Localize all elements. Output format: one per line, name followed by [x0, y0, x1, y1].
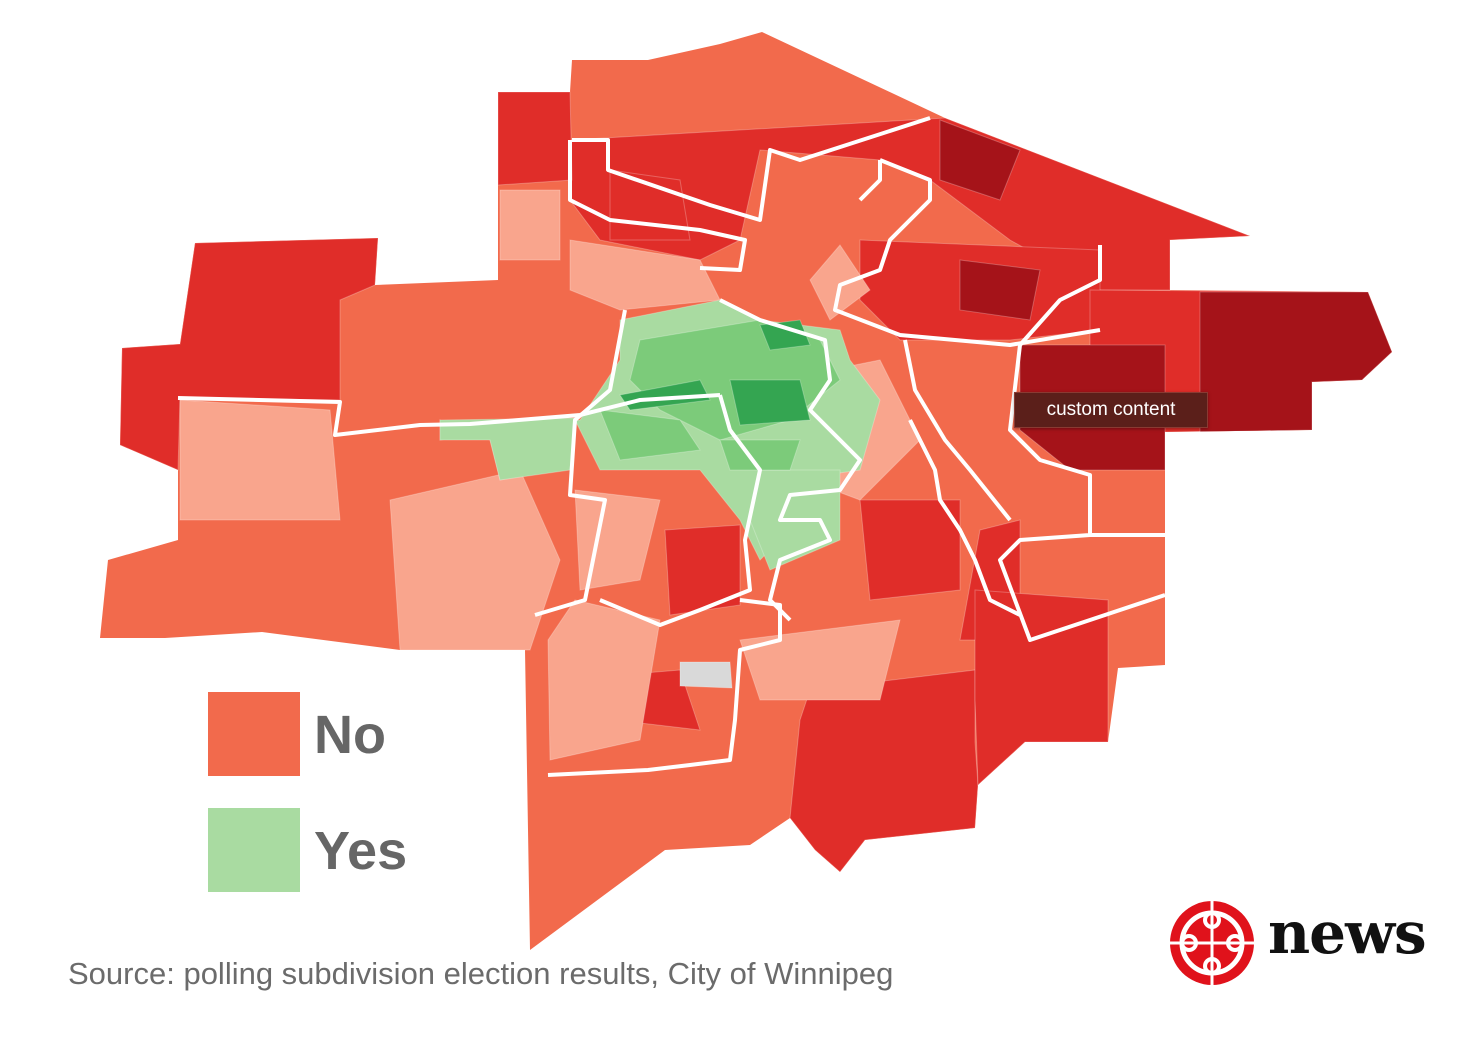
legend-swatch-yes	[208, 808, 300, 892]
polling-district[interactable]	[499, 189, 561, 261]
legend-label-yes: Yes	[314, 821, 408, 881]
polling-district[interactable]	[939, 119, 1021, 201]
ward-boundary	[903, 339, 1012, 522]
ward-boundary	[568, 140, 747, 272]
polling-district[interactable]	[974, 589, 1109, 787]
gem-cross	[1170, 901, 1254, 985]
polling-district[interactable]	[789, 669, 979, 873]
polling-district[interactable]	[729, 379, 811, 426]
polling-district[interactable]	[497, 91, 573, 186]
polling-district[interactable]	[179, 399, 341, 521]
ward-boundary	[998, 245, 1166, 642]
ward-boundary	[177, 393, 721, 437]
polling-district[interactable]	[664, 524, 741, 616]
ward-boundaries	[177, 116, 1166, 777]
polling-district[interactable]	[547, 599, 661, 761]
cbc-gem-icon	[1170, 901, 1254, 985]
legend-swatch-no	[208, 692, 300, 776]
polling-district[interactable]	[1199, 291, 1392, 433]
source-note: Source: polling subdivision election res…	[68, 956, 894, 991]
ward-boundary	[719, 298, 862, 622]
polling-district[interactable]	[959, 259, 1041, 321]
logo-wordmark: news	[1268, 899, 1427, 967]
polling-district[interactable]	[679, 661, 733, 689]
ward-boundary	[599, 394, 762, 627]
ward-boundary	[572, 116, 931, 222]
map-tooltip: custom content	[1014, 392, 1208, 428]
ward-boundary	[908, 419, 1021, 617]
ward-boundary	[858, 160, 882, 202]
polling-district[interactable]	[859, 499, 961, 601]
polling-district[interactable]	[389, 469, 561, 651]
polling-district[interactable]	[719, 439, 801, 471]
cbc-news-logo[interactable]: news	[1168, 900, 1438, 986]
legend-label-no: No	[314, 705, 386, 765]
polling-district[interactable]	[569, 239, 721, 311]
ward-boundary	[833, 158, 1101, 347]
polling-district[interactable]	[599, 409, 701, 461]
polling-district[interactable]	[759, 319, 811, 351]
polling-district[interactable]	[574, 489, 661, 591]
ward-boundary	[547, 598, 782, 777]
ward-boundary	[534, 309, 627, 617]
polling-district[interactable]	[809, 244, 871, 321]
